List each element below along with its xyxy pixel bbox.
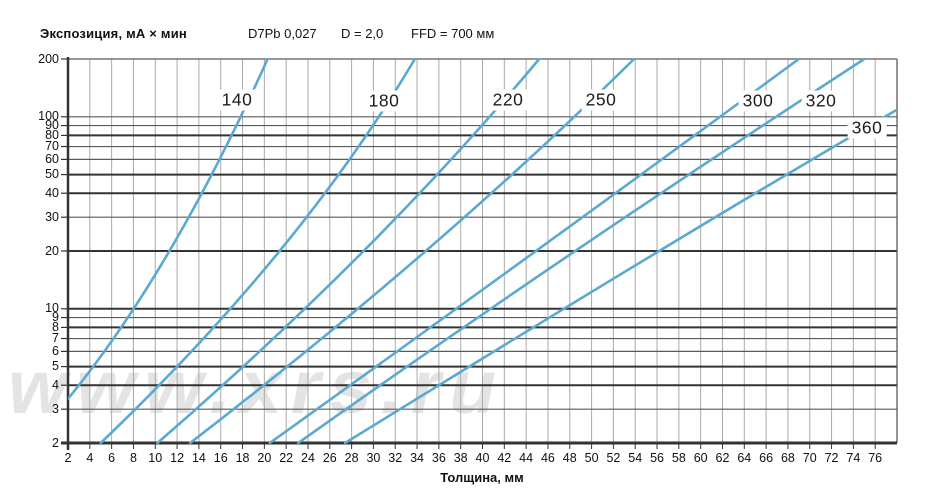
- x-tick-label: 36: [431, 451, 446, 465]
- x-tick-label: 30: [366, 451, 381, 465]
- x-tick-label: 68: [780, 451, 795, 465]
- x-tick-label: 22: [279, 451, 294, 465]
- x-tick-label: 64: [737, 451, 752, 465]
- y-tick-label: 8: [52, 319, 59, 334]
- x-tick-label: 66: [759, 451, 774, 465]
- film-type-label: D7Pb 0,027: [248, 26, 317, 41]
- x-tick-label: 10: [148, 451, 163, 465]
- density-label: D = 2,0: [341, 26, 384, 41]
- x-tick-label: 6: [108, 451, 116, 465]
- y-tick-label: 70: [45, 139, 59, 154]
- curve-label-140: 140: [217, 89, 257, 111]
- x-tick-label: 8: [129, 451, 137, 465]
- y-tick-label: 30: [45, 209, 59, 224]
- y-tick-label: 7: [52, 331, 59, 346]
- y-tick-label: 3: [52, 401, 59, 416]
- x-tick-label: 72: [824, 451, 839, 465]
- x-tick-label: 60: [693, 451, 708, 465]
- curve-label-180: 180: [364, 90, 404, 112]
- x-tick-label: 52: [606, 451, 621, 465]
- y-tick-label: 200: [38, 51, 59, 66]
- x-tick-label: 4: [86, 451, 94, 465]
- x-tick-label: 50: [584, 451, 599, 465]
- y-tick-label: 20: [45, 243, 59, 258]
- y-tick-label: 6: [52, 343, 59, 358]
- curve-label-320: 320: [801, 90, 841, 112]
- x-tick-label: 24: [301, 451, 315, 465]
- x-tick-label: 20: [257, 451, 272, 465]
- x-tick-label: 14: [191, 451, 206, 465]
- curve-label-250: 250: [581, 89, 621, 111]
- x-tick-label: 32: [388, 451, 403, 465]
- curve-220: [156, 58, 541, 444]
- x-tick-label: 74: [846, 451, 861, 465]
- y-tick-label: 9: [52, 310, 59, 325]
- curve-label-300: 300: [738, 90, 778, 112]
- x-tick-label: 58: [671, 451, 686, 465]
- curve-label-360: 360: [847, 117, 887, 139]
- y-tick-label: 5: [52, 359, 59, 374]
- y-tick-label: 90: [45, 118, 59, 133]
- x-tick-label: 48: [562, 451, 577, 465]
- x-tick-label: 34: [410, 451, 424, 465]
- curve-300: [268, 58, 801, 444]
- y-tick-label: 2: [52, 435, 59, 450]
- y-tick-label: 100: [38, 109, 59, 124]
- x-tick-label: 16: [213, 451, 228, 465]
- x-tick-label: 46: [540, 451, 555, 465]
- x-tick-label: 38: [453, 451, 468, 465]
- y-tick-label: 40: [45, 185, 59, 200]
- x-tick-label: 40: [475, 451, 490, 465]
- curve-360: [343, 109, 897, 444]
- x-tick-label: 26: [322, 451, 337, 465]
- x-tick-label: 44: [519, 451, 534, 465]
- y-tick-label: 10: [45, 301, 59, 316]
- curve-180: [99, 58, 417, 444]
- x-tick-label: 62: [715, 451, 730, 465]
- curve-140: [68, 58, 269, 401]
- curve-label-220: 220: [488, 89, 528, 111]
- ffd-label: FFD = 700 мм: [411, 26, 495, 41]
- x-tick-label: 2: [64, 451, 72, 465]
- x-tick-label: 12: [170, 451, 185, 465]
- x-tick-label: 76: [868, 451, 883, 465]
- curve-320: [296, 58, 866, 444]
- x-tick-label: 42: [497, 451, 512, 465]
- y-tick-label: 50: [45, 167, 59, 182]
- x-tick-label: 56: [650, 451, 664, 465]
- y-tick-label: 4: [52, 377, 59, 392]
- y-tick-label: 80: [45, 127, 59, 142]
- x-tick-label: 54: [628, 451, 643, 465]
- x-axis-title: Толщина, мм: [440, 470, 524, 485]
- x-tick-label: 70: [802, 451, 817, 465]
- curve-250: [188, 58, 636, 444]
- chart-title: Экспозиция, мА × мин: [40, 26, 187, 41]
- y-tick-label: 60: [45, 151, 59, 166]
- x-tick-label: 18: [235, 451, 250, 465]
- x-tick-label: 28: [344, 451, 359, 465]
